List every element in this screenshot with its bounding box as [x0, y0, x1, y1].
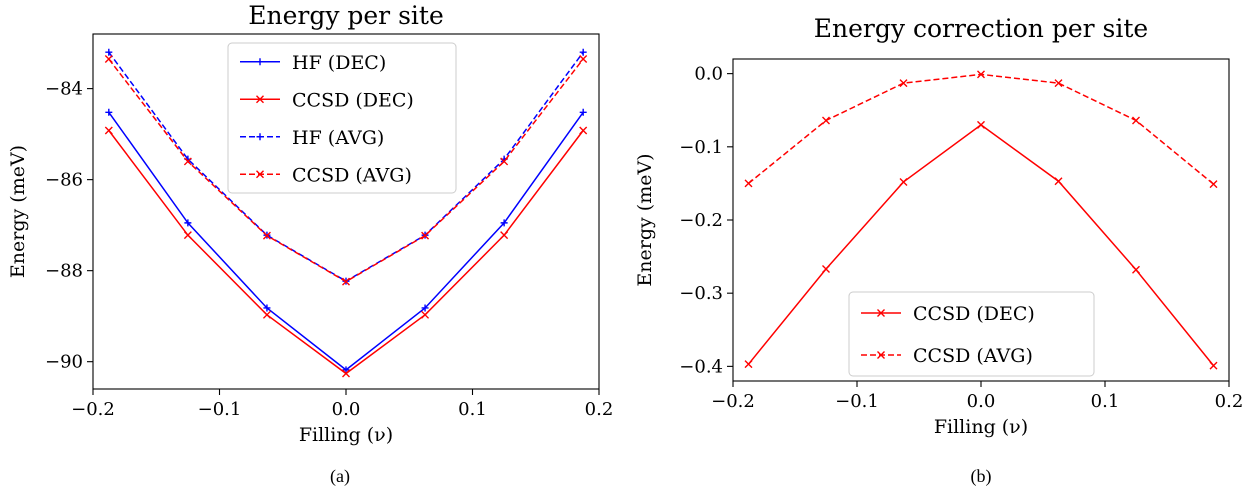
- x-tick-label: 0.0: [967, 391, 996, 412]
- data-point: [744, 360, 753, 369]
- series-hf-dec: [105, 108, 587, 374]
- data-point: [421, 310, 430, 319]
- data-point: [263, 304, 271, 312]
- x-tick-label: −0.2: [711, 391, 755, 412]
- legend-marker: [256, 95, 264, 104]
- legend-marker: [877, 351, 885, 359]
- data-point: [342, 277, 350, 286]
- x-tick-label: 0.2: [585, 399, 614, 420]
- series-ccsd-dec: [104, 126, 588, 378]
- data-point: [822, 116, 830, 125]
- data-point: [421, 231, 430, 240]
- data-point: [744, 179, 753, 188]
- figure-caption: (a): [330, 466, 350, 487]
- x-tick-label: 0.0: [332, 399, 361, 420]
- y-tick-label: −0.1: [679, 137, 723, 158]
- data-point: [421, 304, 429, 312]
- data-point: [1054, 79, 1063, 88]
- x-tick-label: −0.2: [71, 399, 115, 420]
- y-tick-label: −0.4: [679, 356, 723, 377]
- data-point: [1209, 361, 1218, 370]
- y-tick-label: −86: [45, 170, 83, 191]
- data-point: [342, 369, 350, 378]
- data-point: [262, 231, 271, 240]
- legend-marker: [256, 58, 264, 66]
- x-axis-label: Filling (ν): [934, 416, 1028, 438]
- data-point: [1209, 180, 1218, 189]
- y-tick-label: −0.2: [679, 210, 723, 231]
- y-tick-label: −90: [45, 352, 83, 373]
- data-point: [262, 310, 271, 319]
- series-ccsd-avg: [744, 70, 1218, 189]
- chart-panel-b: Energy correction per site −0.2 −0.1 0.0 0.1…: [634, 14, 1243, 487]
- chart-title: Energy per site: [248, 1, 444, 30]
- data-point: [104, 55, 113, 64]
- legend-label: CCSD (AVG): [292, 164, 412, 186]
- x-tick-label: −0.1: [198, 399, 242, 420]
- data-point: [899, 79, 908, 88]
- series-ccsd-dec: [744, 120, 1218, 370]
- data-point: [977, 70, 985, 79]
- legend: CCSD (DEC) CCSD (AVG): [848, 291, 1095, 377]
- data-point: [500, 219, 508, 227]
- data-point: [500, 231, 509, 240]
- legend-marker: [877, 309, 885, 317]
- series-ccsd-avg: [104, 55, 588, 286]
- legend-marker: [256, 170, 264, 179]
- data-point: [184, 219, 192, 227]
- data-point: [1132, 116, 1140, 125]
- chart-panel-a: Energy per site −0.2 −0.1 0.0 0.1 0.2 −84 −86 −8…: [7, 1, 613, 487]
- data-point: [579, 126, 588, 135]
- y-axis-label: Energy (meV): [634, 153, 656, 286]
- y-tick-label: −0.3: [679, 283, 723, 304]
- data-point: [105, 108, 113, 116]
- data-point: [342, 366, 350, 374]
- data-point: [822, 265, 830, 274]
- figure-caption: (b): [971, 466, 992, 487]
- x-tick-label: 0.2: [1215, 391, 1244, 412]
- x-tick-label: 0.1: [1091, 391, 1120, 412]
- chart-title: Energy correction per site: [814, 14, 1148, 43]
- y-tick-label: 0.0: [694, 64, 723, 85]
- legend-box: [848, 291, 1095, 377]
- data-point: [183, 231, 192, 240]
- legend: HF (DEC) CCSD (DEC) HF (AVG) CCSD (AVG): [227, 42, 457, 194]
- data-point: [579, 55, 588, 64]
- legend-label: HF (DEC): [292, 52, 386, 74]
- legend-label: CCSD (DEC): [913, 303, 1035, 325]
- y-axis-label: Energy (meV): [7, 145, 29, 278]
- legend-label: CCSD (DEC): [292, 89, 414, 111]
- data-point: [105, 48, 113, 56]
- data-point: [104, 126, 113, 135]
- data-point: [183, 157, 192, 166]
- data-point: [899, 177, 908, 186]
- legend-box: [227, 42, 457, 194]
- legend-label: CCSD (AVG): [913, 345, 1033, 367]
- legend-marker: [256, 133, 264, 141]
- data-point: [977, 120, 985, 129]
- data-point: [579, 48, 587, 56]
- x-axis-label: Filling (ν): [299, 424, 393, 446]
- y-tick-label: −88: [45, 261, 83, 282]
- data-point: [500, 157, 509, 166]
- data-point: [579, 108, 587, 116]
- legend-label: HF (AVG): [292, 127, 384, 149]
- data-point: [1054, 177, 1063, 186]
- series-line: [748, 73, 1214, 185]
- y-tick-label: −84: [45, 79, 83, 100]
- x-tick-label: −0.1: [835, 391, 879, 412]
- x-tick-label: 0.1: [458, 399, 487, 420]
- data-point: [1132, 265, 1140, 274]
